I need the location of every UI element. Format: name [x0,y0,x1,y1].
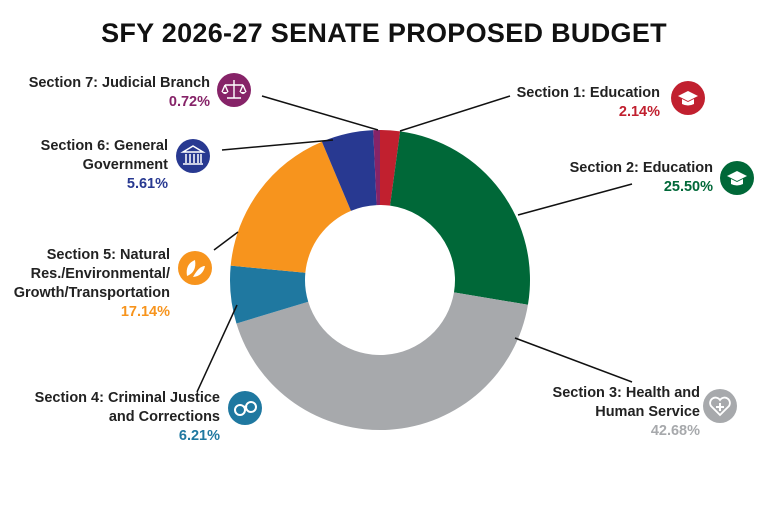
government-building-icon [176,139,210,173]
slice-label-text: Section 5: Natural [46,247,170,263]
leader-line-3 [514,337,633,383]
slice-label-text: Section 6: General [40,138,168,154]
donut-slice-7 [373,130,380,206]
slice-label-text: Section 3: Health and [552,385,700,401]
graduation-cap-icon [720,161,754,195]
leader-line-2 [517,183,633,216]
leader-line-5 [213,231,239,251]
slice-label-7: Section 7: Judicial Branch 0.72% [29,74,210,112]
slice-label-3: Section 3: Health and Human Service 42.68% [553,384,700,441]
donut-slice-1 [380,130,401,206]
leader-line-6 [221,139,334,151]
donut-slice-3 [236,292,528,431]
slice-label-1: Section 1: Education 2.14% [517,84,660,122]
slice-label-text: Section 2: Education [569,160,713,176]
slice-percent: 17.14% [120,304,170,320]
slice-percent: 0.72% [168,94,210,110]
chart-title: SFY 2026-27 SENATE PROPOSED BUDGET [101,18,667,48]
slice-percent: 5.61% [126,176,168,192]
slice-percent: 25.50% [663,179,713,195]
slice-label-text: Growth/Transportation [13,285,170,301]
leaves-icon [178,251,212,285]
donut-slice-5 [230,141,351,273]
leader-line-7 [261,95,379,131]
slice-percent: 2.14% [618,104,660,120]
slice-label-5: Section 5: Natural Res./Environmental/Gro… [14,246,170,322]
slice-label-text: Res./Environmental/ [30,266,170,282]
donut-slice-6 [321,130,377,211]
heart-plus-icon [703,389,737,423]
slice-label-text: Human Service [595,404,700,420]
graduation-cap-icon [671,81,705,115]
slice-label-text: and Corrections [108,409,220,425]
slice-percent: 6.21% [178,428,220,444]
slice-label-text: Section 4: Criminal Justice [34,390,220,406]
donut-slice-4 [230,265,309,324]
slice-label-4: Section 4: Criminal Justice and Correctio… [35,389,220,446]
slice-label-text: Government [82,157,168,173]
leader-line-1 [399,95,511,132]
handcuffs-icon [228,391,262,425]
slice-label-2: Section 2: Education 25.50% [570,159,713,197]
slice-label-text: Section 7: Judicial Branch [28,75,210,91]
leader-line-4 [196,304,238,393]
slice-label-text: Section 1: Education [516,85,660,101]
slice-label-6: Section 6: General Government 5.61% [41,137,168,194]
slice-percent: 42.68% [650,423,700,439]
donut-slice-2 [390,131,530,305]
scales-icon [217,73,251,107]
